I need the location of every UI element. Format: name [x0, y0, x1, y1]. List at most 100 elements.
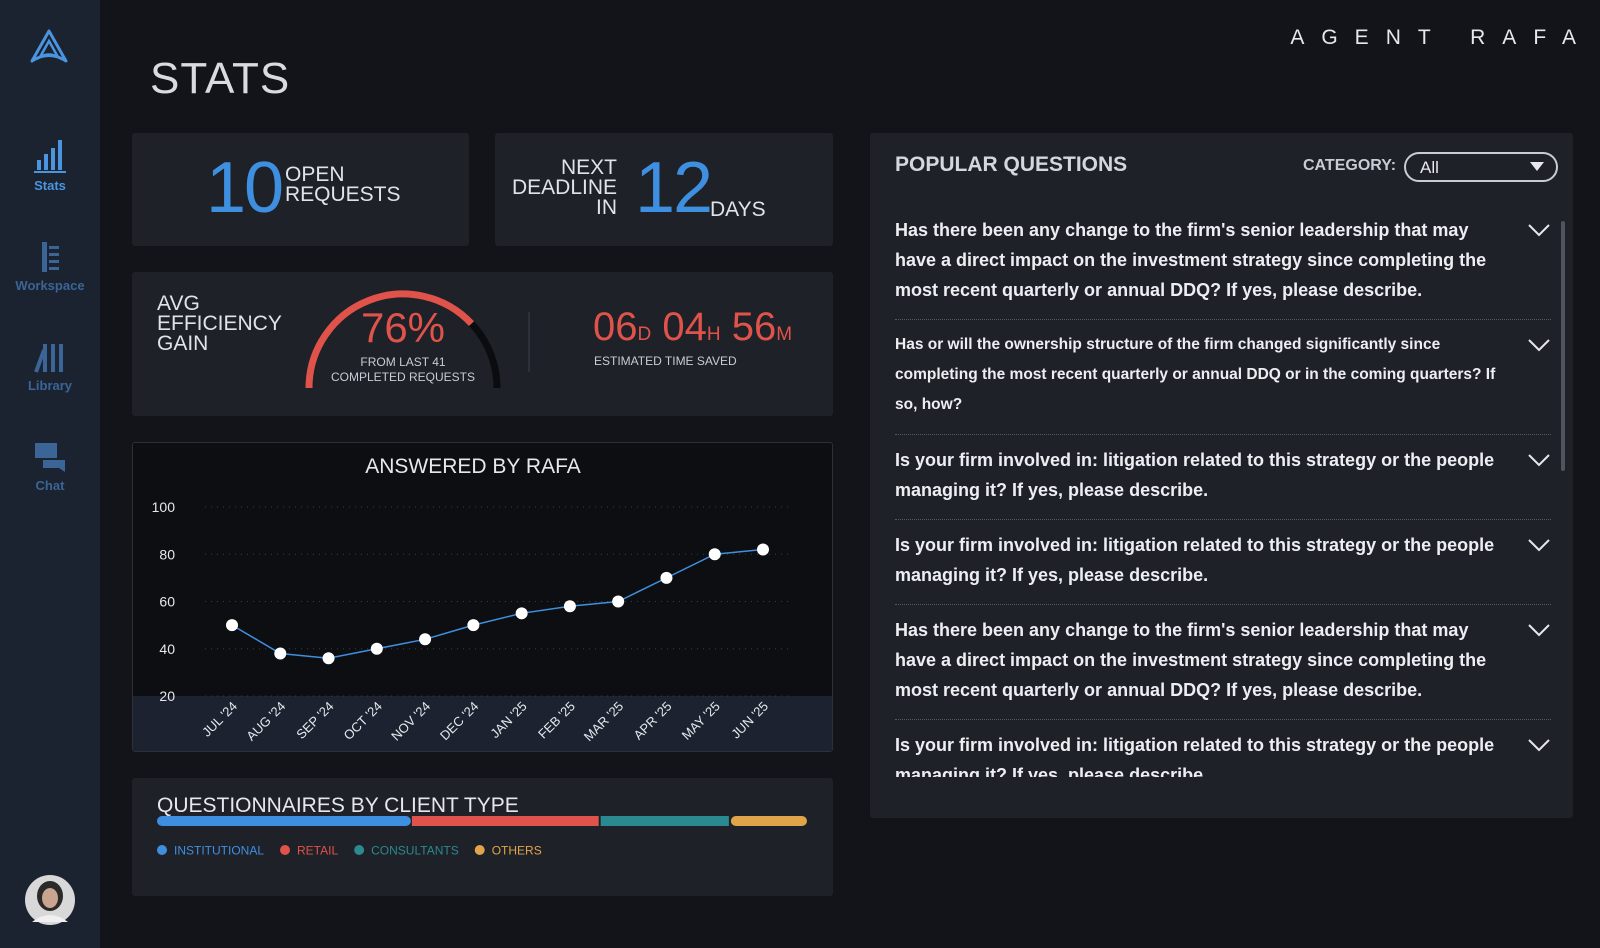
- question[interactable]: Has there been any change to the firm's …: [895, 205, 1551, 320]
- open-requests-card: 10 OPEN REQUESTS: [132, 133, 469, 246]
- time-saved-label: ESTIMATED TIME SAVED: [594, 354, 737, 368]
- segment: [730, 816, 807, 826]
- deadline-unit: DAYS: [710, 198, 766, 221]
- point: [370, 642, 383, 655]
- question-text: Is your firm involved in: litigation rel…: [895, 735, 1495, 777]
- chevron: [1528, 224, 1550, 237]
- nav-label: Stats: [34, 178, 66, 193]
- question[interactable]: Is your firm involved in: litigation rel…: [895, 520, 1551, 605]
- hours: 04: [662, 305, 707, 349]
- deadline-card: NEXT DEADLINE IN 12 DAYS: [495, 133, 833, 246]
- logo: [30, 29, 68, 63]
- nav-workspace[interactable]: Workspace: [0, 240, 100, 293]
- y-tick-label: 80: [159, 546, 175, 562]
- point: [226, 619, 238, 632]
- point: [660, 571, 673, 584]
- legend-label: INSTITUTIONAL: [174, 844, 264, 858]
- efficiency-card: AVG EFFICIENCY GAIN 76% FROM LAST 41 COM…: [132, 272, 833, 416]
- sidebar: Stats Workspace Library Chat: [0, 0, 100, 948]
- page-title: STATS: [150, 54, 291, 103]
- point: [467, 619, 480, 632]
- segment: [157, 816, 411, 826]
- point: [274, 647, 287, 660]
- chevron-path: [1528, 539, 1550, 552]
- dropdown-arrow: [1530, 162, 1544, 171]
- question[interactable]: Is your firm involved in: litigation rel…: [895, 720, 1551, 777]
- questions-card: POPULAR QUESTIONS CATEGORY: All Has ther…: [870, 133, 1573, 818]
- days: 06: [593, 305, 638, 349]
- minutes-unit: M: [776, 324, 793, 345]
- open-requests-label: OPEN REQUESTS: [285, 163, 401, 206]
- question-text: Has there been any change to the firm's …: [895, 620, 1487, 700]
- nav-stats[interactable]: Stats: [0, 138, 100, 193]
- avatar[interactable]: [24, 874, 76, 926]
- y-tick-label: 40: [159, 641, 175, 657]
- category-select[interactable]: All: [1404, 152, 1558, 182]
- chevron: [1528, 539, 1550, 552]
- chevron: [1528, 624, 1550, 637]
- question[interactable]: Is your firm involved in: litigation rel…: [895, 435, 1551, 520]
- time-saved: 06D 04H 56M: [593, 305, 792, 350]
- scrollbar[interactable]: [1561, 221, 1565, 471]
- category-label: CATEGORY:: [1303, 157, 1397, 174]
- client-title: QUESTIONNAIRES BY CLIENT TYPE: [157, 794, 519, 817]
- question[interactable]: Has there been any change to the firm's …: [895, 605, 1551, 720]
- question[interactable]: Has or will the ownership structure of t…: [895, 320, 1551, 435]
- nav-label: Chat: [35, 478, 65, 493]
- chat-icon: [35, 443, 65, 472]
- point: [757, 543, 769, 556]
- point: [322, 652, 335, 665]
- questions-title: POPULAR QUESTIONS: [895, 153, 1128, 176]
- category-value: All: [1420, 158, 1439, 177]
- stats-icon: [34, 140, 66, 173]
- question-list: Has there been any change to the firm's …: [895, 205, 1551, 777]
- chevron-path: [1528, 739, 1550, 752]
- legend-dot: [157, 845, 167, 855]
- chevron: [1528, 339, 1550, 352]
- minutes: 56: [731, 305, 777, 349]
- nav-label: Workspace: [15, 278, 85, 293]
- workspace-icon: [42, 242, 59, 272]
- point: [612, 595, 625, 608]
- hours-unit: H: [706, 324, 721, 345]
- legend-label: OTHERS: [492, 844, 542, 858]
- question-text: Has or will the ownership structure of t…: [895, 336, 1496, 413]
- nav-label: Library: [27, 378, 73, 393]
- brand: AGENT RAFA: [1290, 26, 1593, 49]
- chevron: [1528, 454, 1550, 467]
- chart-title: ANSWERED BY RAFA: [365, 455, 581, 478]
- y-tick-label: 20: [159, 688, 175, 704]
- deadline-value: 12: [635, 148, 713, 228]
- efficiency-value: 76%: [360, 304, 446, 351]
- chart-card: ANSWERED BY RAFA 20 40 60 80 100 JUL '24 AUG '…: [132, 442, 833, 752]
- question-text: Is your firm involved in: litigation rel…: [895, 535, 1495, 585]
- legend-label: CONSULTANTS: [371, 844, 459, 858]
- segment: [600, 816, 729, 826]
- point: [563, 600, 576, 613]
- deadline-prefix: NEXT DEADLINE IN: [511, 156, 617, 219]
- point: [419, 633, 432, 646]
- y-tick-label: 60: [159, 594, 175, 610]
- nav-chat[interactable]: Chat: [0, 440, 100, 493]
- chevron-path: [1528, 339, 1550, 352]
- open-requests-value: 10: [206, 148, 284, 228]
- chevron-path: [1528, 224, 1550, 237]
- efficiency-note: FROM LAST 41 COMPLETED REQUESTS: [330, 355, 476, 384]
- point: [515, 607, 528, 620]
- gauge: [305, 290, 530, 389]
- chevron-path: [1528, 454, 1550, 467]
- axis-band: [133, 696, 832, 751]
- chevron-path: [1528, 624, 1550, 637]
- legend-label: RETAIL: [297, 844, 338, 858]
- y-tick-label: 100: [152, 499, 176, 515]
- library-icon: [34, 344, 63, 373]
- legend-dot: [474, 845, 485, 855]
- gauge-arc: [305, 290, 475, 389]
- line: [231, 548, 764, 659]
- nav-library[interactable]: Library: [0, 340, 100, 393]
- client-chart: INSTITUTIONAL RETAIL CONSULTANTS OTHERS: [157, 816, 807, 858]
- point: [708, 548, 721, 561]
- legend-dot: [354, 845, 365, 855]
